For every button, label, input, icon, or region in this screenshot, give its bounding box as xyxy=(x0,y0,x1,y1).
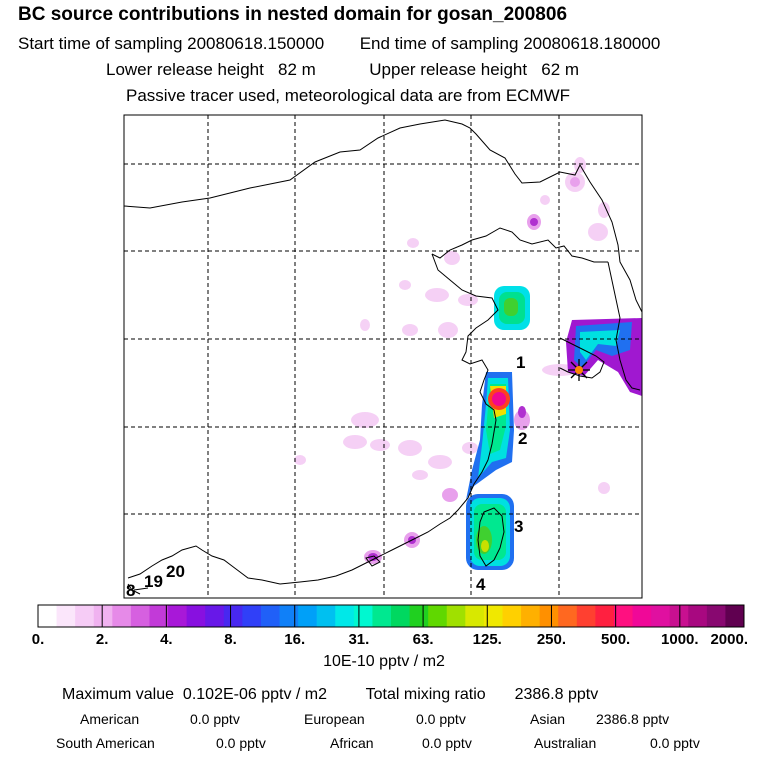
colorbar-cell xyxy=(465,605,485,627)
total-value: 2386.8 pptv xyxy=(514,686,599,703)
coastlines xyxy=(124,119,642,595)
colorbar-tick-label: 8. xyxy=(224,631,237,648)
colorbar-tick-label: 0. xyxy=(32,631,45,648)
colorbar-cell xyxy=(521,605,541,627)
region-name: Australian xyxy=(534,735,597,751)
max-value: 0.102E-06 pptv / m2 xyxy=(182,686,328,703)
region-value: 0.0 pptv xyxy=(190,711,240,727)
colorbar-cell xyxy=(632,605,652,627)
colorbar-cell xyxy=(428,605,448,627)
lat-lon-grid xyxy=(124,115,642,598)
colorbar-cell xyxy=(75,605,95,627)
marker-label: 2 xyxy=(518,429,527,448)
colorbar-tick-label: 125. xyxy=(473,631,502,648)
colorbar-cell xyxy=(38,605,58,627)
colorbar-cell xyxy=(149,605,169,627)
colorbar-cell xyxy=(298,605,318,627)
colorbar-cell xyxy=(130,605,150,627)
colorbar-cell xyxy=(391,605,411,627)
colorbar-tick-label: 250. xyxy=(537,631,566,648)
colorbar-cell xyxy=(316,605,336,627)
colorbar-cell xyxy=(353,605,373,627)
colorbar-cell xyxy=(706,605,726,627)
colorbar-cell xyxy=(112,605,132,627)
end-value: 20080618.180000 xyxy=(523,34,661,53)
colorbar-tick-label: 2000. xyxy=(710,631,748,648)
colorbar-tick-label: 16. xyxy=(284,631,305,648)
colorbar-cell xyxy=(558,605,578,627)
colorbar-cell xyxy=(725,605,745,627)
lower-label: Lower release height xyxy=(106,60,264,79)
colorbar-cell xyxy=(260,605,281,627)
colorbar-cell xyxy=(279,605,299,627)
colorbar-cell xyxy=(186,605,206,627)
region-value: 2386.8 pptv xyxy=(596,711,670,727)
receptor-star-icon xyxy=(568,359,590,381)
colorbar-cell xyxy=(595,605,615,627)
marker-label: 20 xyxy=(166,562,185,581)
sampling-times: Start time of sampling 20080618.150000 E… xyxy=(18,34,660,54)
chart-title: BC source contributions in nested domain… xyxy=(18,4,568,25)
colorbar-tick-label: 1000. xyxy=(661,631,699,648)
colorbar-cell xyxy=(613,605,634,627)
marker-label: 1 xyxy=(516,353,525,372)
colorbar-cell xyxy=(168,605,188,627)
max-label: Maximum value xyxy=(62,686,175,703)
region-value: 0.0 pptv xyxy=(422,735,472,751)
marker-label: 4 xyxy=(476,575,486,594)
region-value: 0.0 pptv xyxy=(416,711,466,727)
colorbar-cell xyxy=(688,605,708,627)
colorbar-cell xyxy=(93,605,113,627)
colorbar-cell xyxy=(446,605,466,627)
total-label: Total mixing ratio xyxy=(365,686,486,703)
colorbar-cell xyxy=(502,605,522,627)
colorbar-cell xyxy=(651,605,671,627)
colorbar-tick-label: 63. xyxy=(413,631,434,648)
region-value: 0.0 pptv xyxy=(216,735,266,751)
colorbar-tick-label: 2. xyxy=(96,631,109,648)
colorbar-cell xyxy=(669,605,689,627)
marker-label: 8 xyxy=(126,581,135,600)
colorbar-cell xyxy=(372,605,392,627)
colorbar-cell xyxy=(576,605,596,627)
colorbar-cell xyxy=(483,605,503,627)
colorbar-tick-label: 500. xyxy=(601,631,630,648)
colorbar-cell xyxy=(223,605,243,627)
colorbar-cell xyxy=(539,605,559,627)
start-value: 20080618.150000 xyxy=(187,34,325,53)
marker-label: 19 xyxy=(144,572,163,591)
upper-value: 62 m xyxy=(541,60,580,79)
colorbar-border xyxy=(37,604,745,628)
region-name: American xyxy=(80,711,140,727)
region-name: African xyxy=(330,735,374,751)
colorbar-cell xyxy=(409,605,429,627)
region-name: European xyxy=(304,711,365,727)
region-value: 0.0 pptv xyxy=(650,735,700,751)
upper-label: Upper release height xyxy=(369,60,528,79)
region-name: South American xyxy=(56,735,155,751)
colorbar-tick-label: 4. xyxy=(160,631,173,648)
colorbar-cell xyxy=(205,605,225,627)
model-note: Passive tracer used, meteorological data… xyxy=(126,86,571,105)
release-heights: Lower release height 82 m Upper release … xyxy=(106,60,579,80)
start-label: Start time of sampling xyxy=(18,34,183,53)
colorbar-cell xyxy=(335,605,355,627)
colorbar-cell xyxy=(56,605,76,627)
region-name: Asian xyxy=(530,711,566,727)
colorbar-tick-label: 31. xyxy=(348,631,369,648)
lower-value: 82 m xyxy=(278,60,316,79)
colorbar-unit: 10E-10 pptv / m2 xyxy=(323,653,445,670)
colorbar-cell xyxy=(242,605,262,627)
end-label: End time of sampling xyxy=(359,34,519,53)
marker-label: 3 xyxy=(514,517,523,536)
